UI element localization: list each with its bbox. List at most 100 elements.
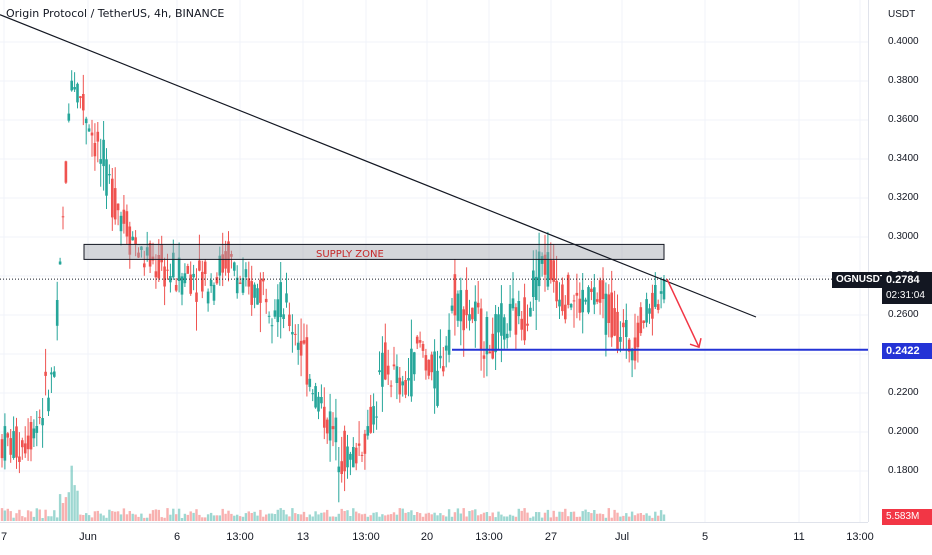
- volume-bar: [616, 512, 619, 521]
- volume-bar: [131, 513, 134, 521]
- candle-body: [346, 446, 349, 468]
- volume-bar: [238, 516, 242, 521]
- time-tick-label: Jun: [79, 531, 97, 543]
- volume-bar: [445, 516, 448, 521]
- volume-bar: [645, 513, 648, 521]
- volume-bar: [297, 514, 300, 521]
- candle-body: [3, 426, 7, 461]
- volume-bar: [6, 508, 9, 521]
- candle-body: [99, 159, 102, 164]
- candle-body: [50, 372, 53, 375]
- volume-bar: [628, 516, 631, 521]
- volume-bar: [15, 513, 18, 521]
- volume-bar: [401, 508, 404, 521]
- candle-body: [369, 406, 372, 433]
- volume-bar: [328, 516, 332, 521]
- volume-bar: [372, 512, 375, 521]
- candle-body: [12, 431, 15, 458]
- candle-body: [581, 289, 584, 313]
- candle-body: [317, 396, 320, 412]
- candle-body: [395, 366, 399, 383]
- volume-bar: [331, 516, 335, 521]
- volume-bar: [317, 514, 320, 521]
- volume-bar: [363, 513, 367, 521]
- volume-bar: [47, 516, 50, 521]
- candle-body: [206, 291, 210, 304]
- candle-body: [357, 443, 361, 446]
- volume-bar: [526, 512, 529, 521]
- volume-bar: [154, 509, 158, 521]
- candle-body: [143, 263, 146, 268]
- volume-bar: [384, 515, 387, 521]
- candle-body: [35, 426, 39, 433]
- volume-bar: [212, 515, 216, 521]
- projection-arrow: [666, 278, 700, 348]
- volume-bar: [529, 517, 532, 521]
- candle-body: [61, 216, 65, 218]
- volume-bar: [151, 510, 155, 521]
- price-axis-unit: USDT: [888, 9, 916, 20]
- volume-bar: [215, 515, 219, 521]
- candle-body: [195, 292, 198, 302]
- candle-body: [296, 342, 300, 350]
- volume-bar: [369, 515, 372, 521]
- volume-bar: [535, 512, 538, 521]
- candle-body: [294, 333, 297, 335]
- candle-body: [593, 287, 596, 305]
- candle-body: [561, 284, 564, 312]
- candle-body: [575, 292, 579, 296]
- volume-bar: [262, 516, 265, 521]
- volume-bar: [598, 513, 602, 521]
- candle-body: [76, 83, 79, 103]
- projection-arrowhead: [689, 338, 702, 349]
- volume-bar: [349, 516, 352, 521]
- volume-bar: [64, 497, 68, 521]
- candle-body: [549, 259, 553, 280]
- candle-body: [413, 352, 416, 375]
- volume-bar: [259, 509, 262, 521]
- candle-body: [407, 378, 410, 381]
- candle-body: [517, 301, 521, 317]
- candle-body: [447, 329, 451, 355]
- candle-body: [140, 246, 143, 250]
- volume-bar: [53, 510, 56, 521]
- candle-body: [381, 352, 384, 387]
- volume-bar: [491, 512, 494, 521]
- volume-bar: [477, 515, 480, 521]
- candle-body: [343, 430, 346, 472]
- volume-bar: [648, 515, 651, 521]
- volume-bar: [134, 514, 137, 521]
- price-axis[interactable]: [868, 0, 932, 522]
- volume-bar: [294, 513, 297, 521]
- candle-body: [116, 203, 120, 211]
- candle-body: [238, 282, 242, 284]
- candle-body: [595, 299, 599, 302]
- volume-bar: [340, 508, 343, 521]
- time-axis[interactable]: [0, 522, 868, 551]
- volume-bar: [337, 513, 340, 521]
- candle-body: [102, 139, 105, 167]
- candle-body: [503, 317, 506, 340]
- candle-body: [424, 355, 428, 371]
- price-tick-label: 0.3400: [888, 153, 919, 164]
- volume-bar: [102, 515, 105, 521]
- candle-body: [325, 419, 329, 434]
- candle-body: [320, 397, 323, 404]
- candle-body: [601, 280, 605, 299]
- volume-bar: [497, 511, 500, 521]
- candle-body: [427, 359, 431, 376]
- candle-body: [494, 314, 497, 353]
- candle-body: [183, 273, 187, 284]
- volume-bar: [93, 511, 97, 521]
- volume-bar: [323, 512, 326, 521]
- candle-body: [636, 322, 640, 348]
- volume-bar: [421, 516, 425, 521]
- candle-body: [453, 274, 457, 316]
- candle-body: [119, 215, 123, 232]
- candle-body: [378, 370, 381, 373]
- price-tick-label: 0.2000: [888, 426, 919, 437]
- candle-body: [291, 332, 294, 335]
- price-tick-label: 0.3800: [888, 75, 919, 86]
